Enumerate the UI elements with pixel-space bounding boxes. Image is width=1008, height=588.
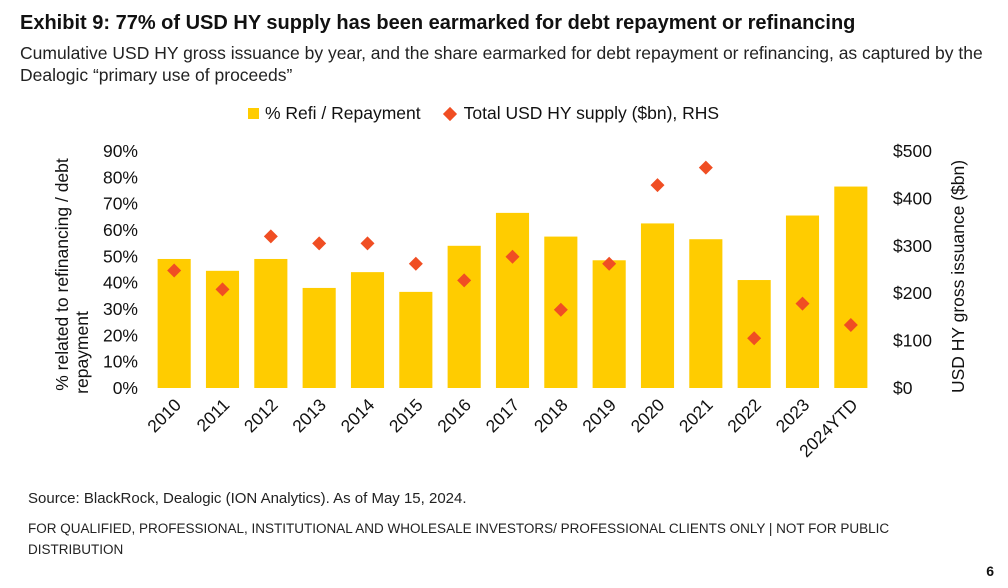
marker-2017 [505, 249, 520, 264]
legend-item-supply: Total USD HY supply ($bn), RHS [442, 103, 720, 124]
bar-series [157, 186, 868, 388]
x-tick-2018: 2018 [530, 395, 572, 437]
right-tick-100: $100 [893, 331, 932, 351]
marker-2012 [263, 229, 278, 244]
right-tick-400: $400 [893, 188, 932, 208]
x-tick-2012: 2012 [240, 395, 282, 437]
chart-legend: % Refi / Repayment Total USD HY supply (… [248, 103, 743, 124]
marker-series [167, 160, 858, 346]
disclaimer: FOR QUALIFIED, PROFESSIONAL, INSTITUTION… [28, 521, 890, 557]
bar-2021 [689, 239, 723, 388]
right-tick-300: $300 [893, 236, 932, 256]
left-axis-title: % related to refinancing / debtrepayment [52, 158, 92, 394]
marker-2024YTD [843, 317, 858, 332]
x-tick-2023: 2023 [772, 395, 814, 437]
chart-title: Exhibit 9: 77% of USD HY supply has been… [20, 12, 856, 34]
left-axis-ticks: 0% 10% 20% 30% 40% 50% 60% 70% 80% 90% [103, 141, 138, 398]
left-tick-10: 10% [103, 352, 138, 372]
right-tick-500: $500 [893, 141, 932, 161]
legend-swatch-bar [248, 108, 259, 119]
marker-2022 [747, 331, 762, 346]
left-tick-40: 40% [103, 273, 138, 293]
left-tick-50: 50% [103, 246, 138, 266]
x-tick-2015: 2015 [385, 395, 427, 437]
chart-plot: 0% 10% 20% 30% 40% 50% 60% 70% 80% 90% $0 $100 $200… [52, 141, 968, 462]
left-tick-60: 60% [103, 220, 138, 240]
x-tick-2021: 2021 [675, 395, 717, 437]
bar-2013 [302, 287, 336, 388]
page-number: 6 [986, 563, 994, 579]
legend-item-refi: % Refi / Repayment [248, 103, 421, 124]
x-tick-2022: 2022 [723, 395, 765, 437]
bar-2017 [495, 212, 530, 388]
marker-2013 [312, 236, 327, 251]
left-tick-20: 20% [103, 325, 138, 345]
bar-2010 [157, 258, 191, 388]
marker-2018 [553, 302, 568, 317]
chart-subtitle: Cumulative USD HY gross issuance by year… [20, 43, 983, 85]
bar-2020 [640, 223, 675, 388]
marker-2010 [167, 263, 182, 278]
left-tick-80: 80% [103, 167, 138, 187]
bar-2016 [447, 245, 481, 388]
right-axis-title: USD HY gross issuance ($bn) [948, 160, 968, 393]
right-tick-200: $200 [893, 283, 932, 303]
bar-2019 [592, 260, 626, 388]
x-tick-2020: 2020 [627, 395, 669, 437]
x-axis-ticks: 2010 2011 2012 2013 2014 2015 2016 2017 2018 2019… [143, 395, 861, 462]
bar-2015 [399, 291, 433, 388]
x-tick-2011: 2011 [193, 395, 234, 436]
marker-2020 [650, 178, 665, 193]
bar-2024YTD [834, 186, 868, 388]
marker-2023 [795, 296, 810, 311]
right-axis-ticks: $0 $100 $200 $300 $400 $500 [893, 141, 932, 398]
marker-2011 [215, 282, 230, 297]
marker-2021 [698, 160, 713, 175]
left-tick-30: 30% [103, 299, 138, 319]
x-tick-2010: 2010 [143, 395, 185, 437]
left-tick-70: 70% [103, 194, 138, 214]
left-tick-90: 90% [103, 141, 138, 161]
x-tick-2016: 2016 [433, 395, 475, 437]
x-tick-2014: 2014 [337, 395, 379, 437]
x-tick-2019: 2019 [578, 395, 620, 437]
bar-2012 [254, 258, 288, 388]
x-tick-2013: 2013 [288, 395, 330, 437]
marker-2016 [457, 273, 472, 288]
x-tick-2017: 2017 [482, 395, 524, 437]
left-tick-0: 0% [113, 378, 138, 398]
marker-2019 [602, 256, 617, 271]
legend-label-refi: % Refi / Repayment [265, 103, 421, 123]
marker-2014 [360, 236, 375, 251]
source-note: Source: BlackRock, Dealogic (ION Analyti… [28, 490, 467, 507]
right-tick-0: $0 [893, 378, 913, 398]
marker-2015 [408, 256, 423, 271]
bar-2014 [350, 272, 385, 388]
legend-label-supply: Total USD HY supply ($bn), RHS [463, 103, 720, 123]
